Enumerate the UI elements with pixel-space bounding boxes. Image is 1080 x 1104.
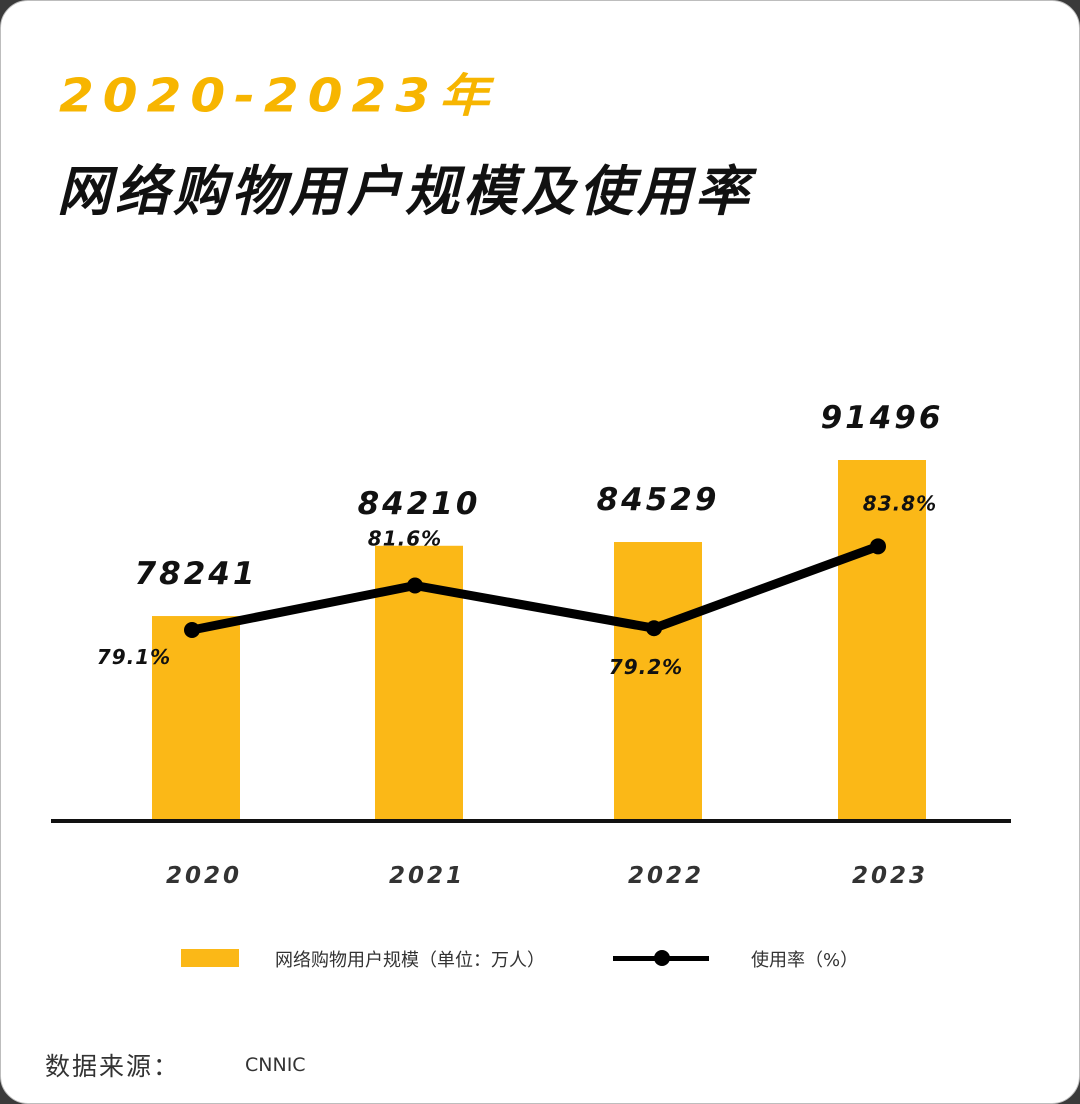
x-tick-label-2022: 2022	[628, 863, 704, 889]
bar-value-label-2020: 78241	[135, 556, 258, 592]
chart-title: 网络购物用户规模及使用率	[57, 160, 753, 223]
legend-line-label: 使用率（%）	[751, 950, 859, 971]
rate-point-2022	[646, 620, 662, 637]
labels-layer: 78241 84210 84529 91496 79.1% 81.6% 79.2% 83.8%	[97, 400, 944, 679]
bar-2020	[152, 616, 240, 819]
source-value: CNNIC	[245, 1054, 306, 1076]
source-label: 数据来源：	[45, 1052, 181, 1081]
bar-value-label-2023: 91496	[821, 400, 944, 436]
rate-value-label-2021: 81.6%	[368, 527, 442, 551]
x-tick-label-2020: 2020	[166, 863, 242, 889]
rate-point-2020	[184, 622, 200, 638]
rate-value-label-2020: 79.1%	[97, 645, 171, 669]
rate-point-2023	[870, 538, 886, 555]
chart-title-years: 2020-2023年	[59, 69, 499, 123]
line-layer	[184, 538, 886, 638]
legend-line-marker	[654, 950, 670, 966]
legend-bar-swatch	[181, 949, 239, 967]
bars-layer	[152, 460, 926, 819]
legend: 网络购物用户规模（单位：万人） 使用率（%）	[1, 941, 1079, 975]
rate-value-label-2023: 83.8%	[863, 491, 937, 515]
bar-2023	[838, 460, 926, 819]
rate-line	[187, 541, 883, 635]
x-tick-label-2023: 2023	[852, 863, 928, 889]
bar-2022	[614, 542, 702, 819]
rate-value-label-2022: 79.2%	[609, 655, 683, 679]
bar-value-label-2021: 84210	[358, 486, 481, 522]
rate-point-2021	[407, 577, 423, 594]
x-tick-label-2021: 2021	[389, 863, 465, 889]
legend-bar-label: 网络购物用户规模（单位：万人）	[275, 950, 545, 971]
bar-value-label-2022: 84529	[597, 482, 720, 518]
ticks-layer: 2020 2021 2022 2023	[166, 863, 928, 889]
